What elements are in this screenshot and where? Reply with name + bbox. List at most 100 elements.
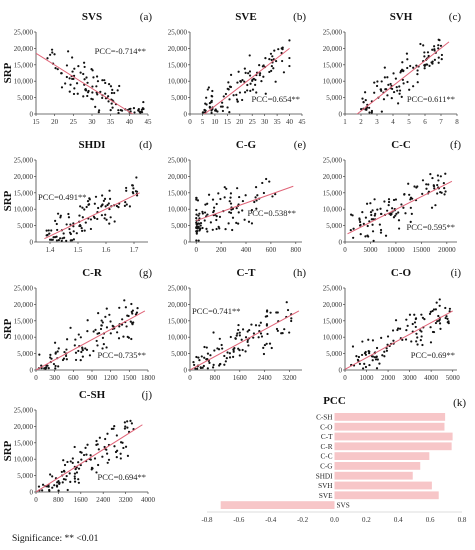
- data-point: [65, 474, 68, 478]
- x-tick-label: 1.5: [74, 246, 83, 254]
- data-point: [371, 359, 374, 362]
- data-point: [79, 359, 82, 362]
- fit-line: [36, 424, 143, 492]
- y-tick-label: 20,000: [168, 173, 188, 181]
- panel-letter: (d): [139, 139, 152, 151]
- data-point: [391, 207, 394, 210]
- data-point: [402, 82, 405, 85]
- data-point: [45, 229, 48, 232]
- data-point: [195, 239, 198, 242]
- data-point: [380, 336, 383, 340]
- data-point: [82, 453, 86, 457]
- data-point: [376, 208, 379, 211]
- data-point: [80, 226, 83, 230]
- data-point: [406, 58, 409, 61]
- data-point: [68, 90, 71, 93]
- data-point: [105, 218, 108, 221]
- x-tick-label: 0: [194, 246, 198, 254]
- data-point: [212, 331, 215, 334]
- data-point: [244, 350, 247, 353]
- data-point: [445, 315, 448, 318]
- data-point: [229, 196, 232, 199]
- data-point: [96, 344, 99, 347]
- data-point: [49, 353, 52, 356]
- data-point: [269, 311, 272, 314]
- data-point: [229, 211, 233, 214]
- data-point: [55, 485, 59, 488]
- data-point: [359, 220, 362, 224]
- data-point: [65, 223, 68, 226]
- data-point: [244, 71, 247, 75]
- data-point: [136, 306, 139, 310]
- data-point: [252, 332, 256, 335]
- data-point: [272, 67, 275, 70]
- data-point: [130, 310, 133, 314]
- data-point: [440, 58, 443, 61]
- data-point: [117, 109, 120, 112]
- data-point: [94, 105, 97, 109]
- x-tick-label: 0.0: [330, 516, 339, 524]
- data-point: [109, 109, 112, 112]
- data-point: [395, 212, 398, 215]
- pcc-annotation: PCC=0.694**: [98, 472, 147, 482]
- data-point: [222, 95, 225, 98]
- data-point: [201, 210, 204, 213]
- y-tick-label: 15,000: [14, 61, 34, 69]
- data-point: [97, 463, 100, 467]
- data-point: [269, 52, 273, 55]
- data-point: [226, 87, 229, 90]
- data-point: [437, 61, 440, 64]
- data-point: [122, 446, 125, 450]
- data-point: [57, 238, 60, 242]
- data-point: [232, 94, 235, 97]
- data-point: [210, 99, 213, 102]
- data-point: [433, 58, 436, 61]
- data-point: [405, 318, 408, 321]
- y-tick-label: 20,000: [323, 301, 343, 309]
- data-point: [215, 202, 218, 206]
- data-point: [224, 360, 227, 363]
- data-point: [65, 348, 68, 351]
- data-point: [371, 209, 374, 212]
- data-point: [221, 105, 224, 108]
- data-point: [91, 85, 94, 88]
- data-point: [396, 89, 399, 92]
- data-point: [439, 327, 442, 330]
- data-point: [371, 223, 374, 226]
- data-point: [250, 323, 253, 326]
- data-point: [84, 88, 87, 91]
- data-point: [228, 98, 231, 101]
- data-point: [431, 62, 434, 65]
- data-point: [123, 299, 126, 302]
- data-point: [370, 213, 373, 217]
- data-point: [383, 76, 386, 79]
- data-point: [370, 111, 373, 114]
- bar-category-label: C-G: [320, 463, 332, 471]
- bar: [334, 491, 439, 500]
- bar: [334, 452, 430, 460]
- data-point: [205, 103, 208, 106]
- panel-j: C-SH (j) SRP 0 5,000 10,000 15,000 20,000 25,000…: [2, 389, 156, 504]
- data-point: [86, 200, 90, 203]
- data-point: [412, 66, 415, 69]
- data-point: [195, 225, 199, 228]
- data-point: [416, 73, 419, 76]
- data-point: [92, 349, 95, 353]
- data-point: [421, 316, 425, 319]
- y-tick-label: 15,000: [14, 439, 34, 447]
- fit-line: [36, 52, 134, 114]
- data-point: [88, 354, 92, 357]
- data-point: [448, 307, 452, 310]
- data-point: [224, 92, 228, 96]
- data-point: [266, 332, 269, 336]
- data-point: [203, 345, 206, 349]
- data-point: [38, 353, 41, 356]
- data-point: [91, 98, 94, 101]
- data-point: [211, 89, 214, 93]
- data-point: [262, 191, 265, 195]
- data-point: [107, 83, 111, 86]
- data-point: [96, 80, 100, 83]
- data-point: [101, 194, 104, 197]
- data-point: [121, 318, 124, 321]
- data-point: [117, 206, 120, 209]
